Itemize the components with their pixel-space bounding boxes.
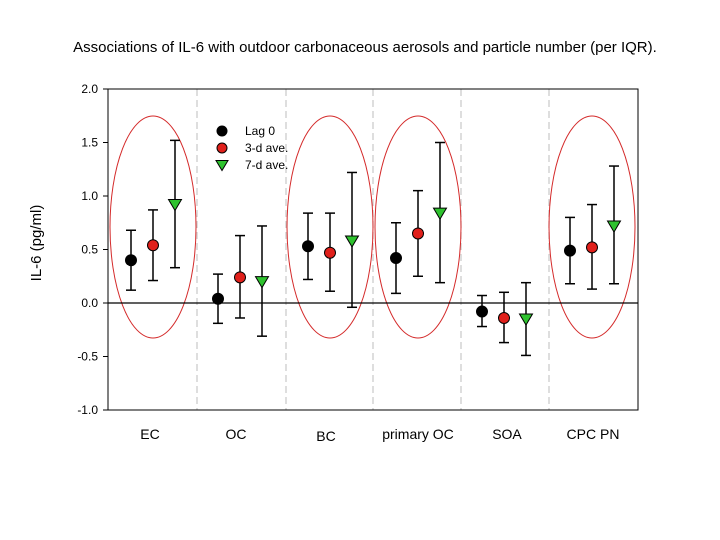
category-label: BC bbox=[316, 428, 335, 444]
data-point bbox=[234, 271, 246, 284]
y-tick-label: 1.0 bbox=[81, 189, 98, 203]
y-axis-label: IL-6 (pg/ml) bbox=[28, 205, 45, 282]
y-axis: 2.0 1.5 1.0 0.5 0.0 -0.5 -1.0 bbox=[77, 82, 108, 417]
data-point bbox=[390, 252, 402, 265]
highlight-ellipses bbox=[109, 115, 636, 339]
data-point bbox=[412, 227, 424, 240]
category-label: CPC PN bbox=[567, 426, 620, 442]
data-point bbox=[518, 313, 534, 327]
category-label: primary OC bbox=[382, 426, 454, 442]
y-tick-label: -0.5 bbox=[77, 350, 98, 364]
separator-lines bbox=[196, 89, 550, 410]
data-point bbox=[212, 292, 224, 305]
highlight-ellipse bbox=[286, 115, 374, 339]
data-point bbox=[254, 276, 270, 289]
legend-marker bbox=[216, 125, 228, 137]
y-tick-label: 0.5 bbox=[81, 243, 98, 257]
data-point bbox=[125, 254, 137, 267]
data-markers bbox=[125, 139, 622, 357]
data-point bbox=[344, 235, 360, 248]
legend-label: Lag 0 bbox=[245, 124, 275, 138]
data-point bbox=[167, 199, 183, 212]
category-label: OC bbox=[226, 426, 247, 442]
data-point bbox=[476, 305, 488, 318]
highlight-ellipse bbox=[109, 115, 197, 339]
chart-title: Associations of IL-6 with outdoor carbon… bbox=[73, 39, 657, 56]
category-label: EC bbox=[140, 426, 159, 442]
y-tick-label: 0.0 bbox=[81, 296, 98, 310]
y-tick-label: -1.0 bbox=[77, 403, 98, 417]
y-tick-label: 1.5 bbox=[81, 136, 98, 150]
category-label: SOA bbox=[492, 426, 522, 442]
legend: Lag 0 3-d ave. 7-d ave. bbox=[215, 124, 288, 172]
legend-label: 7-d ave. bbox=[245, 158, 288, 172]
data-point bbox=[302, 240, 314, 253]
legend-marker bbox=[215, 160, 229, 172]
data-point bbox=[498, 311, 510, 324]
data-point bbox=[586, 241, 598, 254]
data-point bbox=[324, 246, 336, 259]
data-point bbox=[432, 207, 448, 221]
legend-marker bbox=[216, 142, 228, 154]
legend-label: 3-d ave. bbox=[245, 141, 288, 155]
data-point bbox=[564, 244, 576, 257]
y-tick-label: 2.0 bbox=[81, 82, 98, 96]
data-point bbox=[606, 220, 622, 233]
data-point bbox=[147, 239, 159, 252]
highlight-ellipse bbox=[548, 115, 636, 339]
highlight-ellipse bbox=[374, 115, 462, 339]
x-axis-categories: EC OC BC primary OC SOA CPC PN bbox=[140, 426, 619, 444]
